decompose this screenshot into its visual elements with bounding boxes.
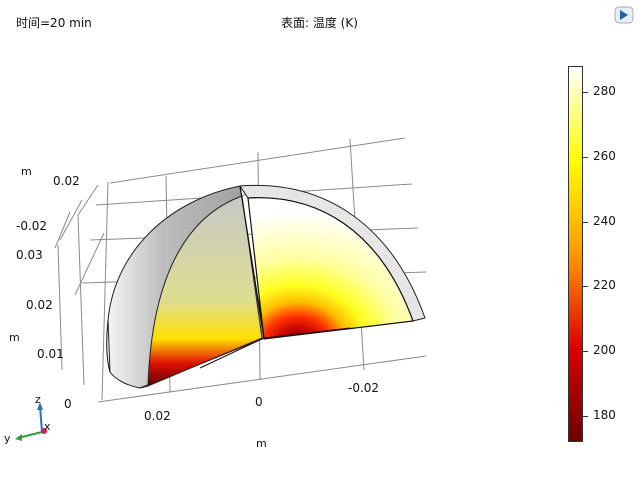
tick-label: 0.02 xyxy=(26,298,53,312)
plot-title: 表面: 温度 (K) xyxy=(281,16,358,30)
tick-label: -0.02 xyxy=(348,381,380,395)
tick-label: 0.02 xyxy=(144,409,171,423)
tick-label: 0.01 xyxy=(37,347,64,361)
plot-canvas[interactable] xyxy=(0,0,560,480)
time-label: 时间=20 min xyxy=(16,16,92,30)
tick-label: 0.02 xyxy=(53,174,80,188)
tick-label: 0 xyxy=(255,395,263,409)
colorbar-tick xyxy=(583,416,588,417)
triad-x-label: x xyxy=(44,420,51,433)
colorbar-label: 240 xyxy=(593,214,616,228)
colorbar-label: 200 xyxy=(593,343,616,357)
y-axis-unit: m xyxy=(9,331,20,344)
colorbar-tick xyxy=(583,92,588,93)
tick-label: 0.03 xyxy=(16,248,43,262)
colorbar-tick xyxy=(583,286,588,287)
front-cut-face xyxy=(247,197,414,340)
colorbar-label: 260 xyxy=(593,149,616,163)
comsol-logo-icon xyxy=(614,6,634,24)
colorbar-tick xyxy=(583,351,588,352)
tick-label: -0.02 xyxy=(16,219,48,233)
x-axis-unit: m xyxy=(256,437,267,450)
colorbar-tick xyxy=(583,157,588,158)
tick-label: 0 xyxy=(64,397,72,411)
colorbar-tick xyxy=(583,222,588,223)
z-axis-unit: m xyxy=(21,165,32,178)
triad-z-label: z xyxy=(35,393,41,406)
axis-triad xyxy=(15,402,47,441)
colorbar-label: 180 xyxy=(593,408,616,422)
colorbar xyxy=(568,66,583,442)
colorbar-label: 280 xyxy=(593,84,616,98)
left-cut-face xyxy=(147,195,263,387)
colorbar-label: 220 xyxy=(593,278,616,292)
triad-y-label: y xyxy=(4,432,11,445)
